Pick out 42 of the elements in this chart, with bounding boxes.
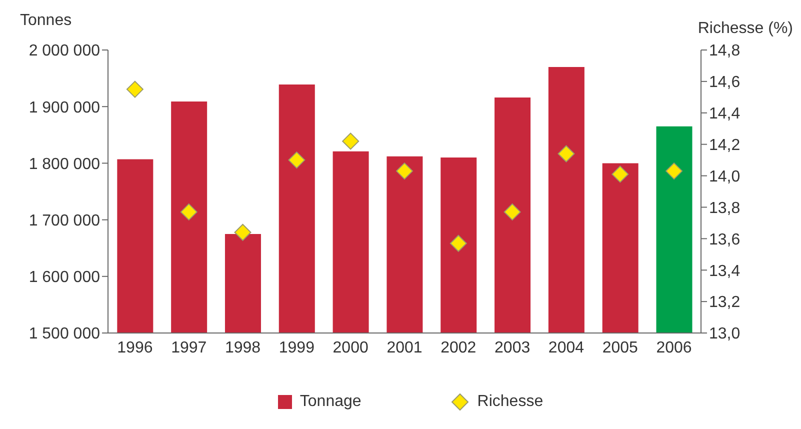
x-tick-label: 2002 [440, 339, 476, 356]
x-tick-label: 1998 [224, 339, 261, 356]
y2-tick-label: 14,0 [709, 168, 740, 186]
x-tick-label: 2005 [602, 339, 638, 356]
y2-tick-label: 14,4 [709, 106, 740, 123]
x-tick-label: 2001 [386, 339, 422, 356]
point [612, 166, 629, 183]
point [666, 162, 683, 180]
x-tick-label: 2000 [332, 339, 368, 356]
x-tick-label: 1996 [117, 339, 153, 356]
y2-axis-title: Richesse (%) [698, 20, 793, 38]
y-tick-label: 1 700 000 [28, 212, 100, 230]
y2-tick-label: 13,6 [709, 231, 740, 248]
x-tick-label: 2006 [656, 339, 692, 356]
y2-tick-label: 14,2 [709, 137, 740, 154]
y2-tick-label: 13,0 [709, 326, 740, 343]
legend-label: Tonnage [300, 393, 362, 411]
y-tick-label: 1 900 000 [28, 99, 100, 116]
point [288, 152, 306, 169]
y2-tick-label: 13,2 [709, 294, 740, 312]
x-tick-label: 1999 [278, 339, 315, 356]
point [126, 80, 144, 98]
y2-tick-label: 14,8 [709, 42, 740, 60]
point [504, 203, 521, 220]
y2-tick-label: 13,8 [709, 200, 740, 217]
x-tick-label: 1997 [171, 339, 207, 356]
y2-tick-label: 13,4 [709, 262, 740, 280]
y-tick-label: 1 500 000 [28, 326, 100, 343]
x-tick-label: 2003 [494, 339, 530, 356]
point [450, 234, 467, 252]
y-tick-label: 2 000 000 [28, 42, 100, 60]
point [396, 162, 413, 180]
x-tick-label: 2004 [548, 339, 584, 356]
y2-tick-label: 14,6 [709, 74, 740, 92]
point [180, 203, 198, 220]
point [342, 132, 360, 150]
y-tick-label: 1 800 000 [28, 156, 100, 173]
y-tick-label: 1 600 000 [28, 269, 100, 286]
y-axis-title: Tonnes [20, 12, 72, 30]
point [558, 145, 575, 162]
point [234, 224, 252, 241]
legend-label: Richesse [477, 393, 544, 411]
